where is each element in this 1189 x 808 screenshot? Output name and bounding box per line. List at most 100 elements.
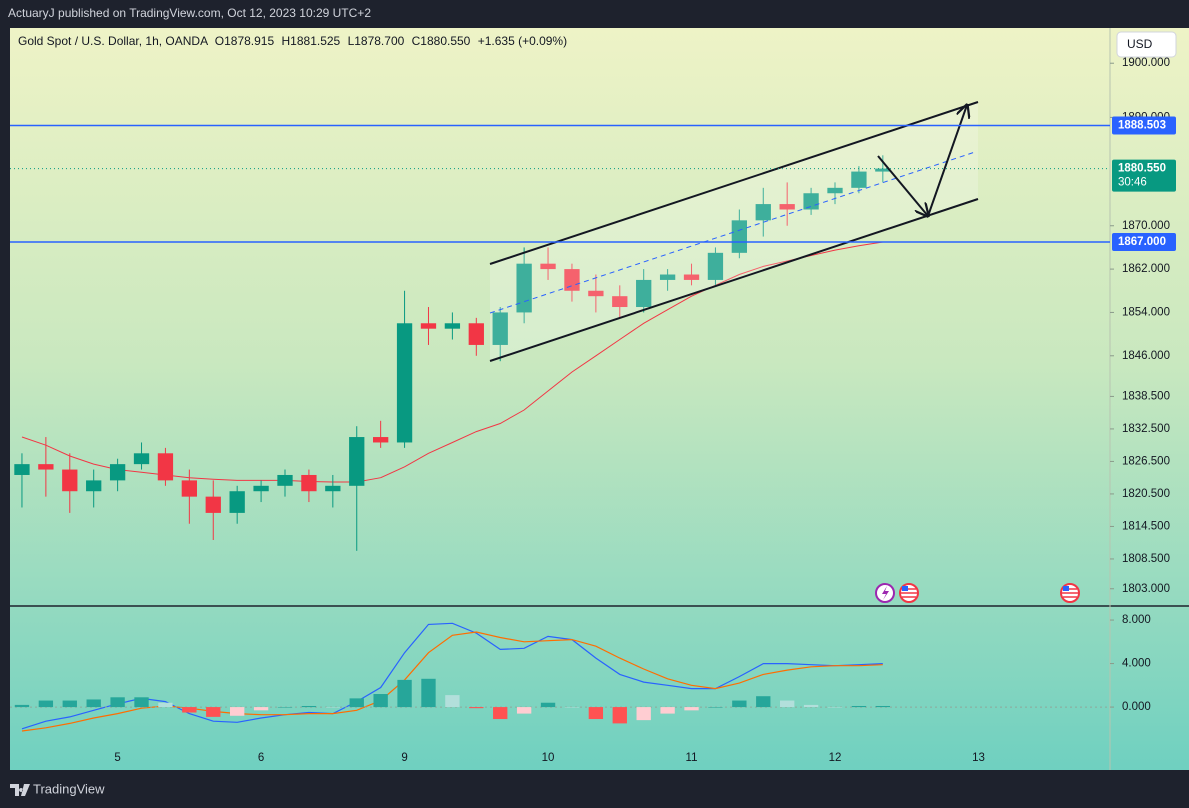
candle-body [875,168,891,172]
price-label-box [1112,116,1176,135]
histogram-bar [373,694,388,708]
histogram-bar [182,707,197,713]
histogram-bar [445,695,460,708]
channel-fill [490,102,978,361]
x-tick-label: 5 [114,752,120,764]
y-tick-label: 1808.500 [1122,553,1170,565]
x-tick-label: 12 [829,752,842,764]
candle-body [62,469,78,492]
candle-body [229,491,245,513]
legend-low: L1878.700 [348,34,405,48]
candle-body [86,480,102,492]
candle-body [253,485,269,492]
y-tick-label: 1870.000 [1122,220,1170,232]
y-tick-label: 0.000 [1122,701,1151,713]
candle-body [659,274,676,280]
last-price-label: 1880.550 [1118,163,1166,175]
histogram-bar [110,697,125,708]
y-tick-label: 1838.500 [1122,390,1170,402]
histogram-bar [588,707,604,720]
histogram-bar [516,707,532,714]
flag-canton [1063,586,1069,591]
brand-logo [10,784,30,796]
bar-countdown: 30:46 [1118,177,1147,189]
legend-open: O1878.915 [215,34,275,48]
event-icons[interactable] [875,583,1080,603]
brand-name[interactable]: TradingView [33,781,105,796]
histogram-bar [469,707,484,709]
candle-body [636,279,652,308]
histogram-bar [636,707,651,721]
candle-body [396,323,413,443]
histogram-bar [421,678,436,708]
candle-body [157,453,174,481]
candle-body [612,296,628,308]
histogram-bar [756,696,771,708]
y-tick-label: 8.000 [1122,614,1151,626]
currency-button[interactable]: USD [1116,31,1177,58]
histogram-bar [875,705,890,708]
channel-upper [489,101,979,265]
flag-canton [902,586,908,591]
histogram-bar [732,700,747,708]
arrow-down [877,155,928,216]
symbol: Gold Spot / U.S. Dollar, 1h, OANDA [18,34,208,48]
candle-body [731,220,747,253]
legend-high: H1881.525 [282,34,341,48]
macd-line [21,622,883,730]
histogram-bar [684,707,699,711]
candle-body [349,437,365,486]
histogram-bar [158,702,173,708]
histogram-bar [277,707,293,708]
publisher-text: ActuaryJ published on TradingView.com, O… [8,6,371,20]
chart-background [10,28,1189,770]
y-tick-label: 1900.000 [1122,57,1170,69]
y-tick-label: 1854.000 [1122,306,1170,318]
histogram-bar [253,707,269,711]
candle-body [373,437,389,443]
footer-brand[interactable]: TradingView [10,781,105,796]
channel-median [489,151,976,314]
y-tick-label: 1862.000 [1122,263,1170,275]
candle-body [707,252,724,280]
candle-body [827,187,843,194]
histogram-bar [62,700,77,708]
candle-body [420,323,437,329]
y-tick-label: 1826.500 [1122,455,1170,467]
candle-body [109,464,126,481]
y-tick-label: 1803.000 [1122,583,1170,595]
histogram-bar [38,700,54,708]
candle-body [205,496,221,513]
histogram-bar [660,707,675,714]
candle-body [14,464,30,475]
currency-button-box[interactable] [1116,31,1177,58]
y-tick-label: 1820.500 [1122,488,1170,500]
x-tick-label: 13 [972,752,985,764]
histogram-bar [612,707,627,724]
price-label: 1888.503 [1118,120,1166,132]
y-tick-label: 4.000 [1122,658,1151,670]
histogram-bar [14,704,30,708]
histogram-bar [230,707,245,716]
legend-close: C1880.550 [412,34,471,48]
arrow-up [927,105,967,217]
price-label: 1867.000 [1118,236,1166,248]
histogram-bar [708,707,723,708]
x-tick-label: 11 [686,752,698,764]
candle-body [301,474,317,492]
symbol-legend: Gold Spot / U.S. Dollar, 1h, OANDA O1878… [18,34,567,48]
candle-body [181,480,197,497]
last-price-box [1112,159,1176,192]
y-tick-label: 1832.500 [1122,423,1170,435]
histogram-bar [540,702,556,708]
currency-label[interactable]: USD [1127,37,1153,51]
candle-body [779,204,795,210]
histogram-bar [134,697,149,708]
drawings [489,101,979,362]
x-tick-label: 10 [542,752,555,764]
candle-body [38,464,54,470]
candle-body [588,290,604,297]
histogram-bar [206,707,221,717]
